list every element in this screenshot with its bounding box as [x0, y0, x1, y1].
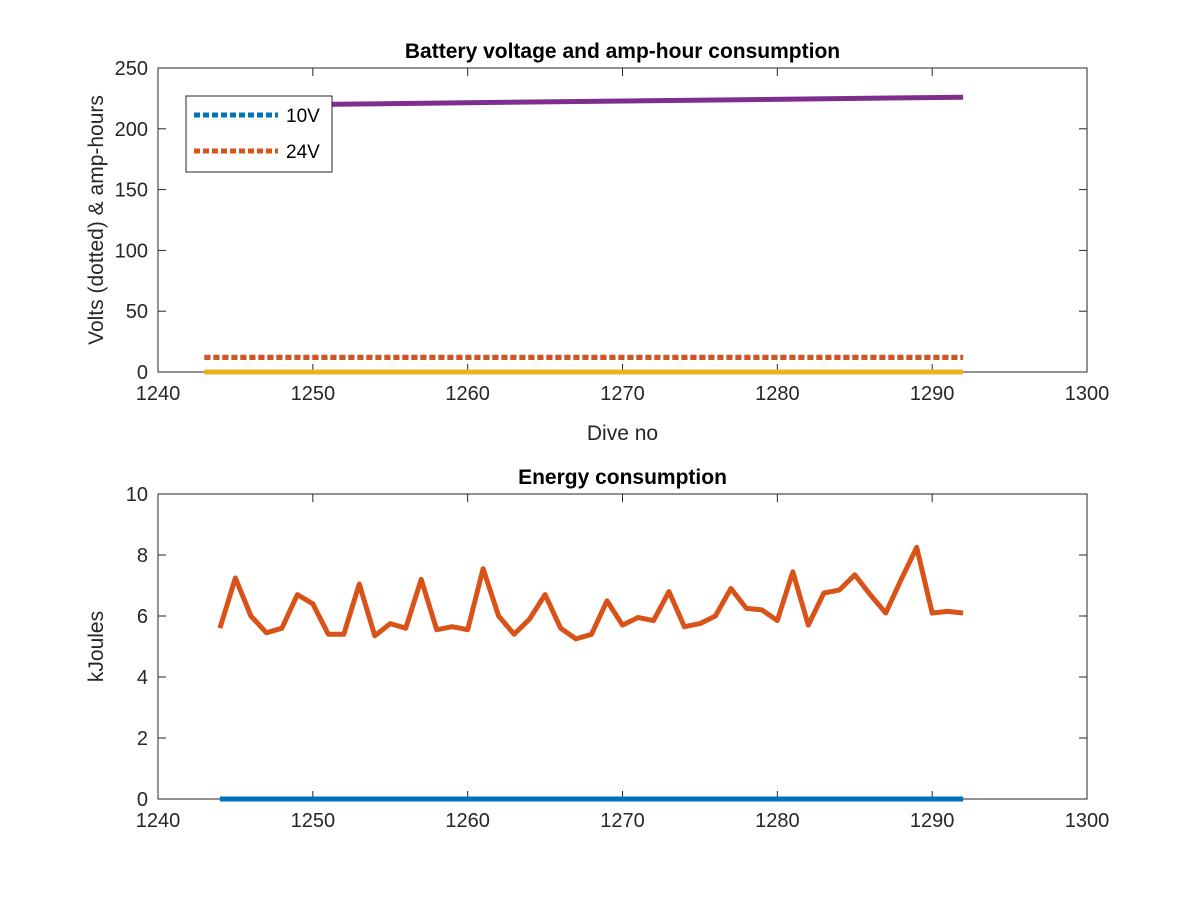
y-tick-label: 200 [115, 119, 148, 141]
x-tick-label: 1300 [1065, 810, 1110, 832]
x-tick-label: 1240 [136, 383, 181, 405]
y-tick-label: 250 [115, 58, 148, 80]
x-tick-label: 1260 [445, 810, 490, 832]
x-tick-label: 1270 [600, 810, 645, 832]
chart-title: Energy consumption [518, 466, 727, 489]
y-tick-label: 8 [137, 545, 148, 567]
x-tick-label: 1290 [910, 810, 955, 832]
x-tick-label: 1250 [291, 810, 336, 832]
chart-title: Battery voltage and amp-hour consumption [405, 40, 840, 63]
x-tick-label: 1280 [755, 383, 800, 405]
y-tick-label: 10 [126, 484, 148, 506]
x-tick-label: 1250 [291, 383, 336, 405]
subplot-2: 1240 1250 1260 1270 1280 1290 1300 0 2 4 6 8 10 Energ… [85, 466, 1109, 832]
x-tick-label: 1280 [755, 810, 800, 832]
x-axis-label: Dive no [587, 422, 658, 445]
series-line-2 [217, 544, 964, 642]
x-tick-label: 1270 [600, 383, 645, 405]
y-tick-label: 2 [137, 728, 148, 750]
legend-box [185, 95, 333, 173]
y-tick-label: 0 [137, 362, 148, 384]
y-tick-label: 50 [126, 301, 148, 323]
x-tick-label: 1240 [136, 810, 181, 832]
plot-area [157, 493, 1088, 800]
y-tick-label: 0 [137, 789, 148, 811]
legend-label-24v: 24V [286, 142, 320, 163]
y-tick-label: 6 [137, 606, 148, 628]
y-tick-label: 150 [115, 180, 148, 202]
x-tick-label: 1260 [445, 383, 490, 405]
y-axis-label: kJoules [85, 611, 108, 682]
x-tick-label: 1290 [910, 383, 955, 405]
legend-label-10v: 10V [286, 106, 320, 127]
y-tick-label: 100 [115, 240, 148, 262]
x-tick-label: 1300 [1065, 383, 1110, 405]
y-axis-label: Volts (dotted) & amp-hours [85, 95, 108, 345]
y-tick-label: 4 [137, 667, 148, 689]
subplot-1: 1240 1250 1260 1270 1280 1290 1300 0 50 100 150 200… [85, 40, 1109, 445]
